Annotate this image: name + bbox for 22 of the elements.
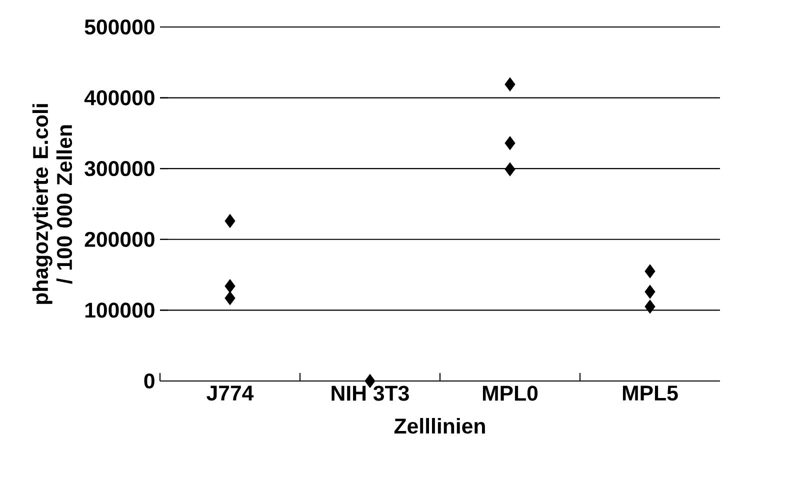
x-axis-title: Zelllinien <box>394 418 485 434</box>
point <box>224 214 236 228</box>
x-tick-label: NIH 3T3 <box>332 386 409 401</box>
point <box>504 136 516 150</box>
point <box>644 284 656 299</box>
x-tick-label: MPL5 <box>622 386 678 401</box>
point <box>364 374 376 388</box>
x-tick-label: J774 <box>206 386 254 401</box>
y-tick-label: 300000 <box>84 161 154 176</box>
point <box>644 264 656 278</box>
point <box>644 300 656 314</box>
y-tick-label: 100000 <box>85 302 154 318</box>
y-tick-label: 400000 <box>84 90 154 106</box>
x-tick-label: MPL0 <box>482 386 538 401</box>
y-tick-label: 0 <box>144 373 154 389</box>
point <box>224 291 236 306</box>
point <box>504 162 516 176</box>
y-axis-title: phagozytierte E.coli / 100 000 Zellen <box>32 104 72 304</box>
y-tick-label: 200000 <box>84 232 154 247</box>
point <box>224 279 236 294</box>
point <box>504 77 516 92</box>
y-tick-label: 500000 <box>84 19 154 35</box>
